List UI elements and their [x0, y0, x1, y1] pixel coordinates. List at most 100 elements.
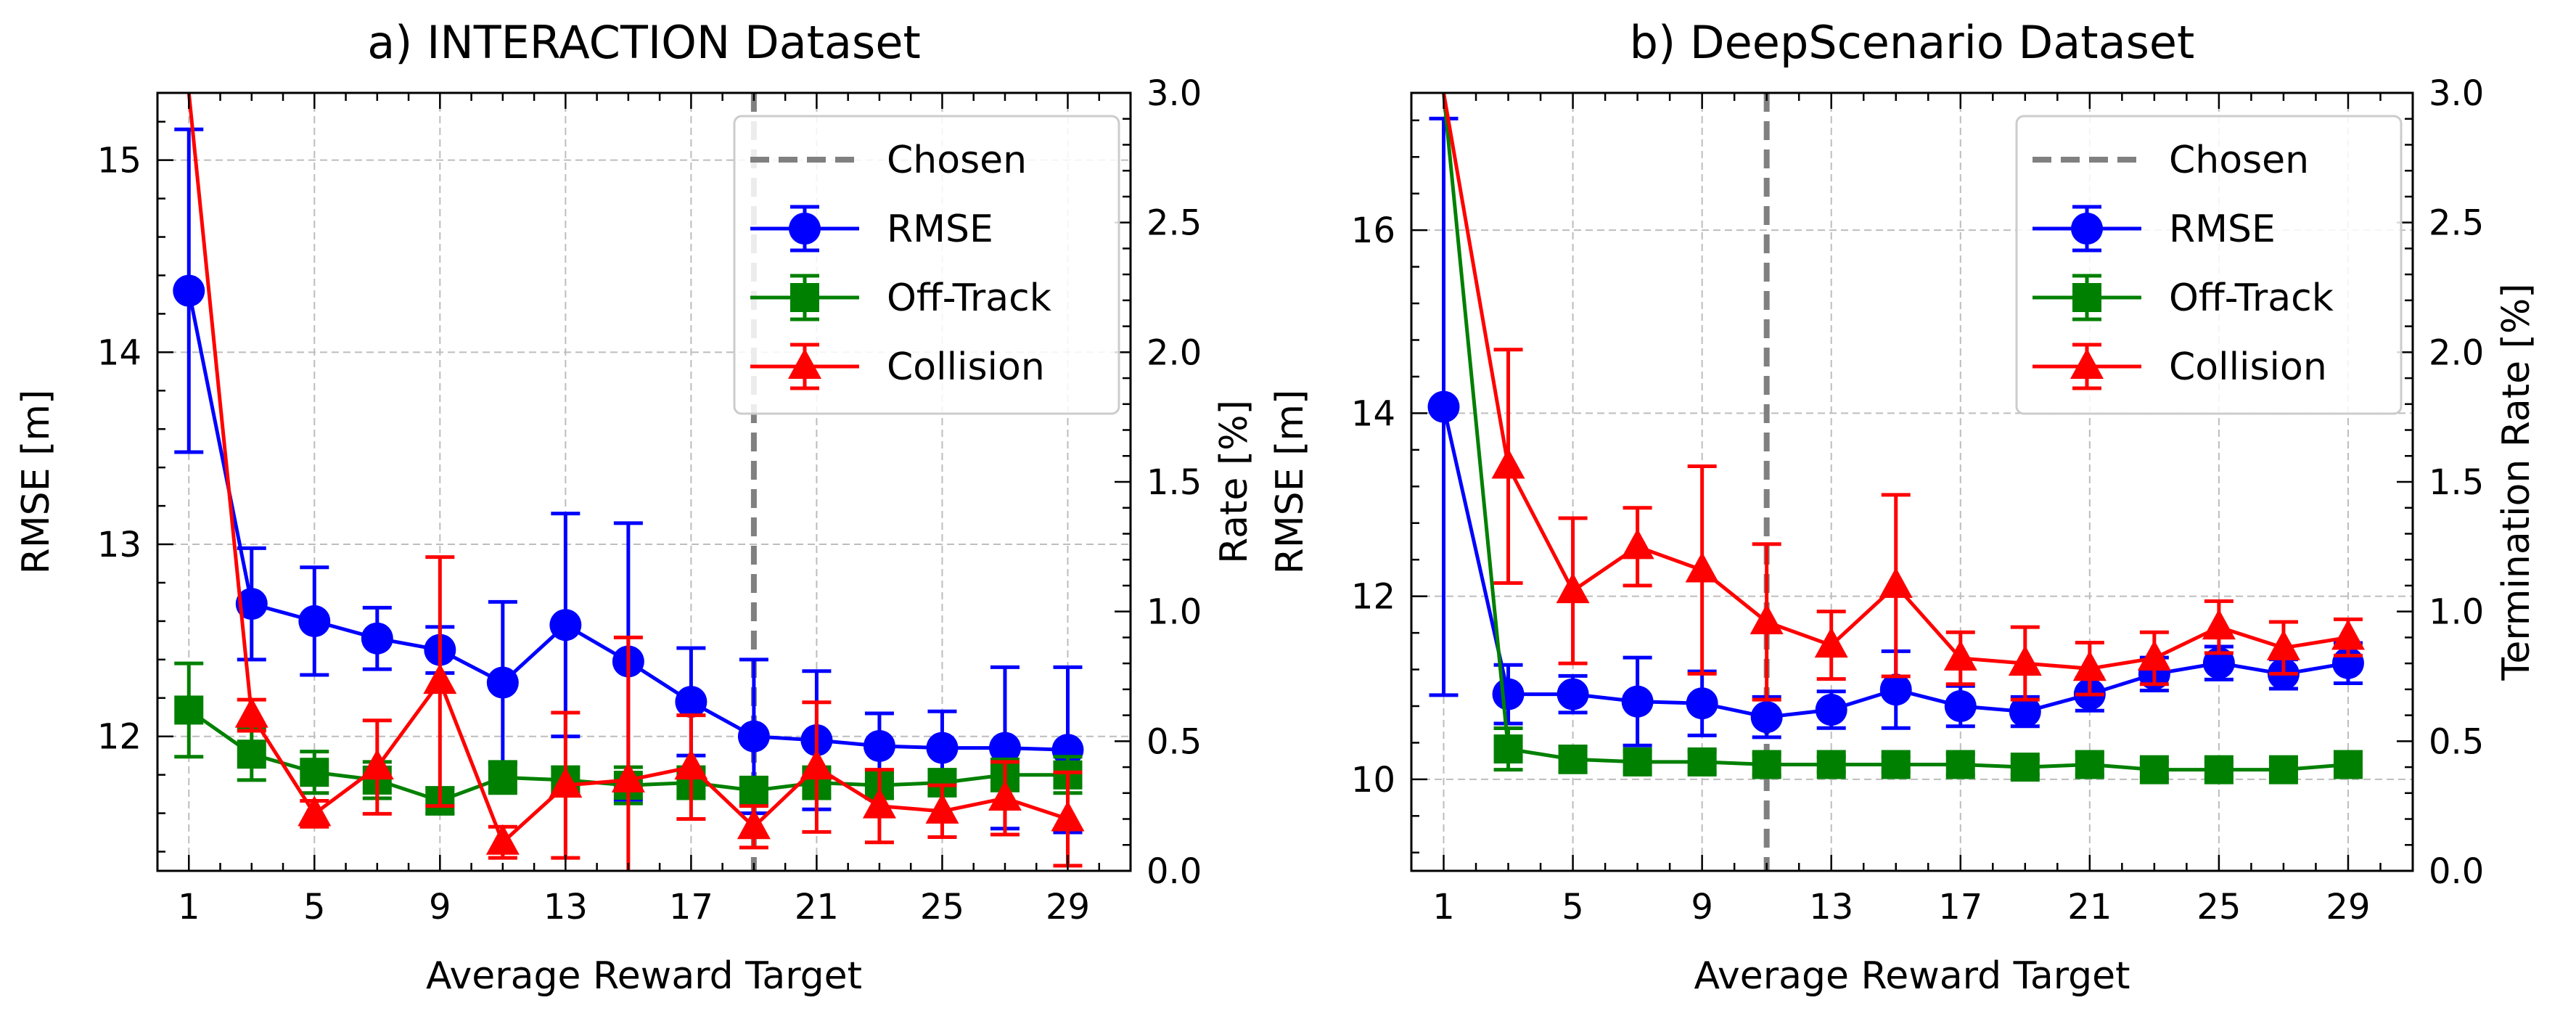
legend-label-chosen: Chosen [887, 139, 1027, 182]
data-point-off-track [1816, 750, 1846, 779]
y2-axis-label: Rate [%] [1213, 400, 1256, 564]
plot-area [1427, 93, 2365, 871]
data-point-rmse [1815, 694, 1847, 726]
y-tick-label: 16 [1351, 210, 1395, 251]
data-point-collision [925, 792, 959, 824]
legend-handle-collision [750, 343, 859, 390]
data-point-off-track [2075, 750, 2104, 779]
data-point-rmse [1556, 678, 1589, 710]
data-point-collision [1943, 639, 1977, 671]
y-tick-label: 15 [97, 141, 141, 181]
data-point-rmse [2202, 647, 2235, 679]
y2-tick-label: 0.5 [2429, 721, 2484, 762]
data-point-collision [2137, 639, 2171, 671]
data-point-collision [298, 795, 332, 827]
data-point-collision [1620, 528, 1654, 560]
data-point-collision [485, 824, 520, 855]
legend-marker-square [2072, 283, 2101, 312]
y-tick-label: 12 [97, 717, 141, 758]
data-point-off-track [1752, 750, 1781, 779]
x-tick-label: 17 [1938, 887, 1982, 927]
legend-frame [733, 115, 1120, 415]
legend-marker-circle [2071, 213, 2103, 245]
data-point-collision [737, 808, 771, 840]
x-tick-label: 25 [920, 887, 964, 927]
chart-panel-b: 1 5 9 13 17 21 25 29 10 12 14 16 0.0 0.5 1.0 1.5 2.0 2.5 3… [1268, 16, 2538, 998]
x-tick-label: 13 [543, 887, 588, 927]
y-tick-label: 10 [1351, 760, 1395, 800]
data-point-rmse [1427, 390, 1460, 423]
x-tick-label: 25 [2196, 887, 2241, 927]
legend-handle-collision [2033, 343, 2141, 390]
legend-label-off-track: Off-Track [887, 276, 1051, 320]
legend-marker-circle [789, 213, 821, 245]
y2-tick-label: 1.5 [1147, 462, 1202, 503]
data-point-collision [2008, 645, 2042, 676]
data-point-rmse [737, 720, 770, 753]
y2-tick-label: 1.0 [2429, 592, 2484, 633]
y2-tick-label: 0.0 [2429, 851, 2484, 892]
y2-tick-label: 1.0 [1147, 592, 1202, 633]
x-tick-label: 13 [1809, 887, 1853, 927]
data-point-rmse [1686, 687, 1718, 720]
y2-tick-label: 3.0 [1147, 73, 1202, 114]
data-point-collision [2072, 650, 2107, 681]
data-point-off-track [1881, 750, 1911, 779]
legend-frame [2015, 115, 2403, 415]
data-point-rmse [988, 732, 1021, 764]
data-point-collision [2331, 619, 2365, 650]
legend-marker-square [790, 283, 819, 312]
ticks [157, 91, 1131, 872]
data-point-off-track [1945, 750, 1975, 779]
y-axis-label: RMSE [m] [1268, 390, 1312, 575]
legend: Chosen RMSE Off-Track Collision [733, 115, 1120, 415]
y2-tick-label: 2.5 [2429, 203, 2484, 244]
data-point-collision [234, 697, 268, 728]
data-point-rmse [1621, 685, 1654, 718]
data-point-rmse [361, 622, 393, 655]
data-point-collision [1685, 552, 1719, 583]
y2-tick-label: 0.5 [1147, 721, 1202, 762]
y2-tick-label: 1.5 [2429, 462, 2484, 503]
data-point-rmse [235, 588, 268, 620]
data-point-collision [2202, 609, 2236, 640]
chart-title: a) INTERACTION Dataset [367, 16, 921, 69]
legend: Chosen RMSE Off-Track Collision [2015, 115, 2403, 415]
legend-handle-off-track [750, 274, 859, 321]
x-axis-label: Average Reward Target [1694, 954, 2130, 998]
y-tick-label: 13 [97, 525, 141, 565]
data-point-rmse [863, 729, 895, 762]
chart-panel-a: 1 5 9 13 17 21 25 29121314150.00.51.01.52.02.53… [15, 16, 1256, 998]
y-axis-label: RMSE [m] [15, 390, 58, 575]
data-point-collision [360, 749, 394, 780]
data-point-off-track [2204, 755, 2234, 784]
chart-title: b) DeepScenario Dataset [1630, 16, 2195, 69]
data-point-off-track [1623, 747, 1652, 777]
data-point-collision [1051, 800, 1085, 832]
legend-label-collision: Collision [887, 345, 1045, 389]
x-tick-label: 9 [1691, 887, 1713, 927]
x-tick-label: 1 [178, 887, 200, 927]
x-tick-label: 29 [2326, 887, 2370, 927]
legend-handle-off-track [2033, 274, 2141, 321]
y2-tick-label: 2.5 [1147, 203, 1202, 244]
y2-tick-label: 2.0 [2429, 332, 2484, 373]
data-point-collision [549, 767, 583, 798]
data-point-collision [1556, 573, 1590, 604]
data-point-off-track [1687, 747, 1717, 777]
y2-tick-label: 0.0 [1147, 851, 1202, 892]
data-point-off-track [2333, 750, 2363, 779]
data-point-collision [988, 779, 1022, 811]
data-point-rmse [1750, 701, 1783, 734]
data-point-off-track [300, 758, 329, 787]
legend-marker-triangle [788, 348, 821, 379]
x-tick-label: 21 [2067, 887, 2112, 927]
legend-marker-triangle [2070, 348, 2104, 379]
x-tick-label: 5 [1562, 887, 1584, 927]
legend-label-rmse: RMSE [887, 208, 993, 251]
data-point-rmse [2009, 695, 2041, 728]
x-tick-label: 9 [429, 887, 451, 927]
y2-tick-label: 3.0 [2429, 73, 2484, 114]
data-point-off-track [174, 695, 204, 725]
